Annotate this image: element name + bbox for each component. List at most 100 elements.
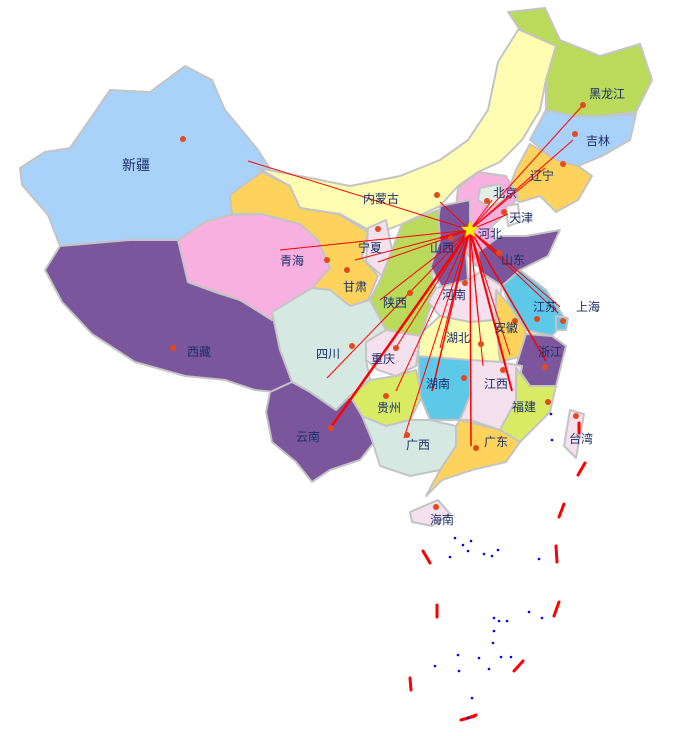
province-hainan[interactable]: [409, 499, 451, 527]
label-shanghai: 上海: [576, 299, 600, 314]
island-dot: [491, 641, 495, 645]
island-dot: [477, 656, 481, 660]
line-to-anhui: [469, 229, 511, 356]
sea-boundary-dash: [421, 549, 432, 565]
island-dot: [456, 653, 460, 657]
label-jiangxi: 江西: [484, 377, 508, 391]
provinces-layer: [19, 7, 653, 527]
sea-boundary-dash: [552, 600, 561, 618]
capital-dot-guangxi: [404, 432, 410, 438]
island-dot: [509, 655, 513, 659]
island-dot: [482, 552, 486, 556]
capital-dot-anhui: [512, 318, 518, 324]
label-gansu: 甘肃: [343, 280, 367, 294]
capital-dot-heilongjiang: [580, 102, 586, 108]
label-tianjin: 天津: [509, 211, 533, 225]
island-dot: [549, 412, 553, 416]
sea-boundary-dash: [408, 676, 413, 692]
line-to-sichuan: [326, 229, 471, 379]
label-sichuan: 四川: [316, 347, 340, 361]
capital-dot-hunan: [461, 375, 467, 381]
label-hubei: 湖北: [446, 330, 470, 345]
province-guangdong[interactable]: [425, 419, 521, 497]
capital-dot-qinghai: [324, 257, 330, 263]
island-dot: [469, 539, 473, 543]
island-dot: [453, 536, 457, 540]
line-to-guangxi: [403, 229, 471, 439]
label-hunan: 湖南: [426, 376, 450, 391]
label-taiwan: 台湾: [569, 431, 593, 446]
label-guangxi: 广西: [406, 438, 430, 452]
capital-dot-zhejiang: [542, 364, 548, 370]
province-jilin[interactable]: [529, 109, 637, 167]
capital-dot-beijing: [484, 198, 490, 204]
capital-dots-layer: [170, 102, 586, 510]
capital-dot-jilin: [572, 131, 578, 137]
island-dot: [466, 549, 470, 553]
capital-dot-shanxi: [448, 235, 454, 241]
line-to-jilin: [469, 139, 574, 231]
line-to-guangdong: [469, 229, 472, 447]
island-dot: [487, 667, 491, 671]
line-to-qinghai: [279, 229, 471, 251]
capital-dot-guizhou: [383, 393, 389, 399]
label-hainan: 海南: [430, 512, 454, 527]
island-dot: [457, 669, 461, 673]
island-dot: [497, 619, 501, 623]
capital-dot-taiwan: [573, 413, 579, 419]
island-dot: [466, 716, 470, 720]
capital-dot-yunnan: [328, 425, 334, 431]
label-shanxi: 山西: [430, 241, 454, 255]
label-henan: 河南: [442, 287, 466, 302]
sea-boundary-dash: [557, 502, 566, 519]
capital-dot-tianjin: [501, 209, 507, 215]
label-beijing: 北京: [493, 186, 517, 200]
island-dot: [490, 554, 494, 558]
line-to-shanghai: [469, 229, 559, 314]
line-to-beijing: [469, 199, 493, 231]
label-chongqing: 重庆: [371, 352, 395, 366]
capital-dot-chongqing: [393, 345, 399, 351]
province-tianjin[interactable]: [505, 203, 521, 227]
label-guizhou: 贵州: [377, 401, 401, 415]
line-to-jiangsu: [469, 229, 561, 308]
capital-dot-fujian: [545, 399, 551, 405]
island-dot: [527, 610, 531, 614]
island-dot: [492, 616, 496, 620]
line-to-fujian: [469, 229, 513, 392]
capital-dot-shandong: [496, 250, 502, 256]
center-marker: [460, 220, 480, 238]
label-heilongjiang: 黑龙江: [589, 87, 625, 101]
label-shaanxi: 陕西: [383, 295, 407, 310]
island-dot: [540, 616, 544, 620]
capital-dot-xizang: [170, 345, 176, 351]
line-to-hunan: [431, 229, 471, 392]
province-shaanxi[interactable]: [369, 209, 441, 337]
island-dot: [492, 629, 496, 633]
label-liaoning: 辽宁: [530, 168, 554, 183]
label-anhui: 安徽: [494, 320, 518, 335]
label-xinjiang: 新疆: [122, 158, 150, 174]
province-chongqing[interactable]: [365, 329, 421, 377]
capital-dot-jiangsu: [534, 316, 540, 322]
sea-boundary-dash: [512, 659, 525, 673]
label-ningxia: 宁夏: [358, 240, 382, 255]
island-dot: [496, 548, 500, 552]
capital-dot-neimenggu: [434, 192, 440, 198]
island-dot: [448, 555, 452, 559]
capital-dot-hubei: [478, 341, 484, 347]
province-yunnan[interactable]: [265, 381, 377, 483]
capital-dot-sichuan: [349, 343, 355, 349]
capital-dot-hainan: [433, 504, 439, 510]
capital-dot-jiangxi: [500, 367, 506, 373]
province-fujian[interactable]: [499, 367, 557, 443]
capital-dot-shaanxi: [407, 290, 413, 296]
label-jilin: 吉林: [586, 134, 610, 148]
line-to-liaoning: [469, 167, 546, 231]
capital-dot-henan: [462, 280, 468, 286]
line-to-gansu: [377, 229, 471, 263]
line-to-guizhou: [395, 229, 471, 392]
line-to-heilongjiang: [469, 104, 584, 231]
